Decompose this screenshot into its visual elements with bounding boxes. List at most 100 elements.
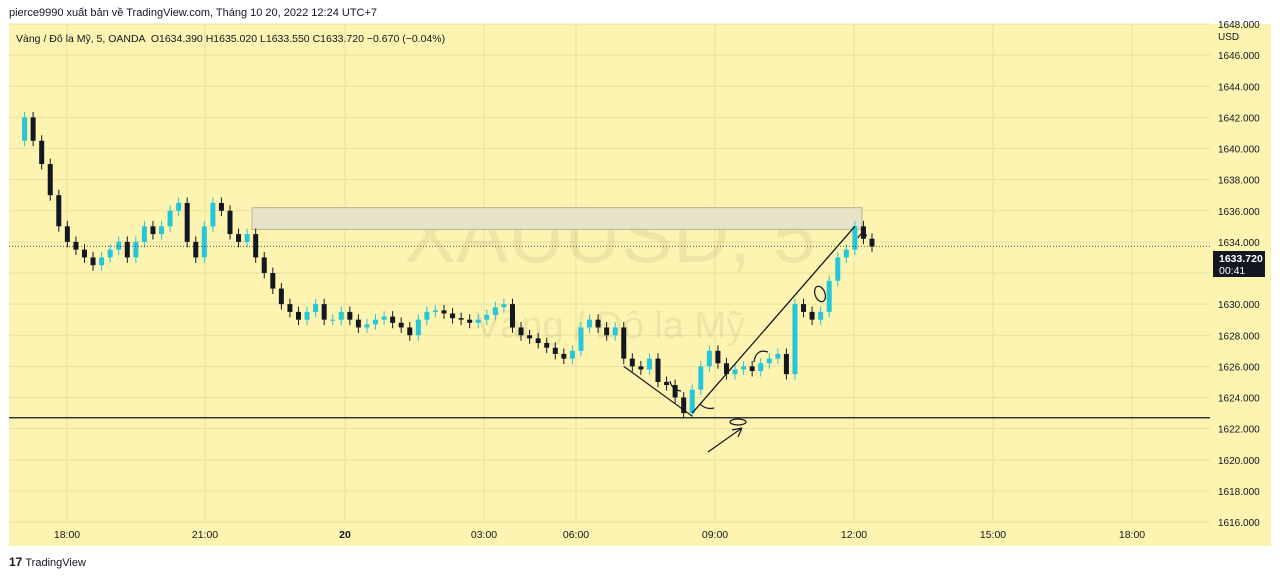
chart-panel[interactable] bbox=[9, 24, 1271, 546]
candle bbox=[681, 392, 687, 419]
candle bbox=[347, 306, 353, 326]
candle bbox=[381, 311, 387, 326]
candle bbox=[244, 228, 250, 248]
candle bbox=[398, 317, 404, 333]
candle bbox=[167, 205, 173, 232]
grid-lines bbox=[9, 23, 1210, 523]
candle bbox=[22, 111, 28, 147]
y-tick-label: 1640.000 bbox=[1218, 145, 1260, 156]
candle bbox=[741, 360, 747, 375]
low-circle-mark bbox=[729, 418, 747, 426]
resistance-zone[interactable] bbox=[251, 207, 863, 230]
candle bbox=[218, 197, 224, 217]
candle bbox=[860, 220, 866, 245]
candle bbox=[424, 306, 430, 326]
y-tick-label: 1630.000 bbox=[1218, 300, 1260, 311]
candle bbox=[47, 158, 53, 201]
candle bbox=[758, 357, 764, 377]
open-value: O1634.390 bbox=[150, 33, 203, 45]
candle bbox=[278, 283, 284, 310]
x-tick-label: 20 bbox=[339, 529, 351, 541]
footer-brand[interactable]: 17 TradingView bbox=[9, 555, 86, 569]
candle bbox=[407, 322, 413, 341]
candle bbox=[64, 220, 70, 248]
y-tick-label: 1628.000 bbox=[1218, 331, 1260, 342]
candle bbox=[706, 345, 712, 372]
candle bbox=[467, 314, 473, 329]
candle bbox=[159, 220, 165, 240]
y-tick-label: 1622.000 bbox=[1218, 425, 1260, 436]
candle bbox=[723, 357, 729, 380]
y-tick-label: 1642.000 bbox=[1218, 113, 1260, 124]
y-tick-label: 1624.000 bbox=[1218, 394, 1260, 405]
candle bbox=[184, 197, 190, 248]
candle bbox=[150, 220, 156, 240]
bottom-curve-mark bbox=[699, 403, 715, 410]
candle bbox=[655, 353, 661, 388]
candle bbox=[295, 306, 301, 326]
arrow-up-icon bbox=[707, 427, 743, 453]
candles bbox=[22, 111, 875, 419]
candle bbox=[432, 304, 438, 318]
y-tick-label: 1638.000 bbox=[1218, 176, 1260, 187]
tradingview-logo-icon: 17 bbox=[9, 555, 23, 569]
candle bbox=[801, 298, 807, 318]
candle bbox=[552, 342, 558, 360]
candle bbox=[355, 314, 361, 333]
descending-line[interactable] bbox=[623, 365, 693, 417]
candle bbox=[338, 306, 344, 326]
candle bbox=[304, 306, 310, 326]
candle bbox=[253, 228, 259, 263]
candle bbox=[664, 376, 670, 391]
currency-label: USD bbox=[1218, 32, 1239, 43]
last-price-value: 1633.720 bbox=[1219, 253, 1263, 265]
watermark-description: Vàng / Đô la Mỹ bbox=[475, 305, 745, 347]
candle bbox=[587, 314, 593, 333]
y-tick-label: 1616.000 bbox=[1218, 518, 1260, 529]
candle bbox=[578, 322, 584, 357]
x-tick-label: 18:00 bbox=[1119, 529, 1145, 541]
candle bbox=[638, 360, 644, 375]
candle bbox=[450, 308, 456, 324]
candle bbox=[475, 314, 481, 329]
candle bbox=[732, 364, 738, 380]
candle bbox=[373, 314, 379, 330]
candle bbox=[492, 301, 498, 321]
candle bbox=[30, 111, 36, 147]
candle bbox=[527, 329, 533, 344]
y-tick-label: 1618.000 bbox=[1218, 487, 1260, 498]
publisher-line: pierce9990 xuất bản về TradingView.com, … bbox=[9, 7, 378, 19]
candle bbox=[193, 236, 199, 263]
candle bbox=[313, 298, 319, 318]
candle bbox=[809, 306, 815, 326]
candle bbox=[484, 309, 490, 326]
high-value: H1635.020 bbox=[205, 33, 258, 45]
watermark-symbol: XAUUSD, 5 bbox=[404, 191, 816, 279]
curve-mark bbox=[753, 350, 769, 363]
change-value: −0.670 (−0.04%) bbox=[366, 33, 446, 45]
y-tick-label: 1636.000 bbox=[1218, 207, 1260, 218]
candle bbox=[561, 348, 567, 365]
candle bbox=[236, 228, 242, 248]
candle bbox=[843, 244, 849, 263]
hand-drawn-annotations bbox=[669, 232, 868, 453]
candle bbox=[569, 345, 575, 365]
candle bbox=[544, 337, 550, 354]
candle bbox=[612, 322, 618, 341]
candle bbox=[210, 197, 216, 232]
chart-legend: Vàng / Đô la Mỹ, 5, OANDA O1634.390 H163… bbox=[16, 33, 445, 45]
candle bbox=[535, 332, 541, 349]
trend-line[interactable] bbox=[691, 225, 856, 414]
candle bbox=[715, 345, 721, 369]
candle bbox=[869, 233, 875, 252]
candle bbox=[621, 322, 627, 365]
candle bbox=[176, 197, 182, 217]
left-curve-mark bbox=[669, 380, 682, 392]
candle bbox=[672, 379, 678, 403]
candle bbox=[749, 360, 755, 377]
x-tick-label: 03:00 bbox=[471, 529, 497, 541]
candle bbox=[441, 304, 447, 319]
candle bbox=[133, 236, 139, 263]
y-tick-label: 1620.000 bbox=[1218, 456, 1260, 467]
